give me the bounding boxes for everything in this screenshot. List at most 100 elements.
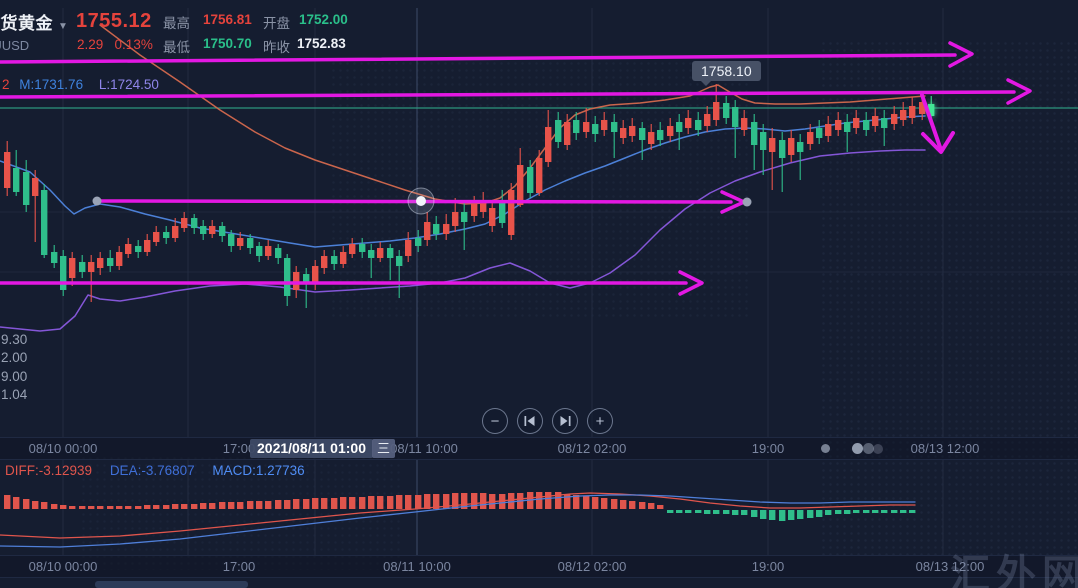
- macd-hist-bar: [769, 510, 776, 520]
- candle-body: [508, 190, 515, 235]
- macd-hist-bar: [863, 510, 870, 513]
- candle-body: [163, 232, 170, 238]
- time-axis-label: 17:00: [222, 559, 256, 574]
- chart-line: [921, 131, 955, 154]
- macd-hist-bar: [443, 494, 450, 509]
- candle-body: [527, 167, 534, 193]
- macd-hist-bar: [368, 496, 375, 509]
- macd-hist-bar: [377, 496, 384, 509]
- macd-hist-bar: [41, 502, 48, 509]
- macd-hist-bar: [237, 502, 244, 509]
- symbol-selector[interactable]: 现货黄金 ▼: [0, 9, 68, 34]
- skip-forward-icon: [560, 416, 571, 426]
- macd-hist-bar: [256, 501, 263, 509]
- macd-dea-value: DEA:-3.76807: [109, 463, 195, 478]
- candle-body: [639, 128, 646, 140]
- time-axis-macd[interactable]: 08/10 00:00 17:00 08/11 10:00 08/12 02:00 19…: [0, 555, 1078, 578]
- macd-hist-bar: [163, 505, 170, 509]
- scroll-indicator-dot[interactable]: [863, 443, 874, 454]
- candle-body: [51, 252, 58, 263]
- y-axis-fragment: 1.04: [1, 387, 28, 402]
- chart-line: [678, 270, 704, 296]
- chart-toolbar: − +: [482, 408, 613, 434]
- candle-body: [237, 238, 244, 246]
- scroll-indicator-dot[interactable]: [852, 443, 863, 454]
- macd-hist-bar: [713, 510, 720, 514]
- candle-body: [321, 256, 328, 268]
- boll-upper-fragment: 2: [2, 77, 10, 92]
- candle-body: [919, 102, 926, 114]
- macd-hist-bar: [508, 493, 515, 509]
- macd-hist-bar: [172, 504, 179, 509]
- macd-hist-bar: [573, 495, 580, 509]
- chart-line: [0, 494, 916, 548]
- candle-body: [881, 118, 888, 128]
- scroll-indicator-dot[interactable]: [821, 444, 830, 453]
- macd-hist-bar: [405, 495, 412, 509]
- macd-hist-bar: [433, 494, 440, 509]
- candle-body: [377, 248, 384, 258]
- macd-hist-bar: [359, 497, 366, 509]
- candle-body: [265, 246, 272, 256]
- candle-body: [41, 190, 48, 255]
- zoom-out-button[interactable]: −: [482, 408, 508, 434]
- y-axis-fragment: 9.00: [1, 369, 28, 384]
- candle-body: [816, 128, 823, 138]
- change-pct: 0.13%: [114, 37, 153, 52]
- candle-body: [368, 250, 375, 258]
- trend-arrow-line[interactable]: [0, 90, 1016, 99]
- macd-hist-bar: [807, 510, 814, 518]
- macd-hist-bar: [340, 497, 347, 509]
- candle-body: [909, 106, 916, 118]
- drawing-handle[interactable]: [416, 196, 426, 206]
- candle-body: [863, 120, 870, 130]
- candle-body: [284, 258, 291, 296]
- stat-low-label: 最低: [163, 40, 190, 55]
- candle-body: [695, 120, 702, 130]
- scroll-indicator-dot[interactable]: [873, 444, 883, 454]
- macd-hist-bar: [536, 492, 543, 509]
- macd-hist-bar: [303, 499, 310, 509]
- stat-prevclose-value: 1752.83: [297, 36, 346, 51]
- candle-body: [125, 244, 132, 254]
- macd-hist-bar: [209, 503, 216, 509]
- macd-hist-bar: [779, 510, 786, 521]
- candle-body: [359, 244, 366, 252]
- candle-body: [312, 266, 319, 284]
- step-forward-button[interactable]: [552, 408, 578, 434]
- macd-hist-bar: [620, 500, 627, 509]
- candle-body: [536, 158, 543, 193]
- trend-arrow-line[interactable]: [920, 93, 942, 149]
- zoom-in-button[interactable]: +: [587, 408, 613, 434]
- macd-hist-bar: [387, 496, 394, 509]
- chart-line: [948, 41, 974, 68]
- macd-hist-bar: [116, 506, 123, 509]
- candle-body: [32, 178, 39, 196]
- drawing-handle[interactable]: [92, 196, 102, 206]
- macd-diff-value: DIFF:-3.12939: [5, 463, 93, 478]
- candle-body: [741, 118, 748, 130]
- chart-line: [99, 24, 926, 205]
- stat-high-value: 1756.81: [203, 12, 252, 27]
- minus-icon: −: [490, 412, 500, 430]
- scrollbar-thumb[interactable]: [95, 581, 248, 588]
- candle-body: [433, 224, 440, 234]
- macd-hist-bar: [667, 510, 674, 513]
- candle-body: [545, 127, 552, 162]
- y-axis-fragment: 9.30: [1, 332, 28, 347]
- step-back-button[interactable]: [517, 408, 543, 434]
- macd-hist-bar: [69, 506, 76, 509]
- macd-hist-bar: [461, 493, 468, 509]
- macd-hist-bar: [695, 510, 702, 513]
- time-axis-main[interactable]: 08/10 00:00 17:00 08/11 10:00 08/12 02:00 19…: [0, 437, 1078, 460]
- trend-arrow-line[interactable]: [0, 53, 957, 64]
- macd-hist-bar: [629, 501, 636, 509]
- macd-hist-bar: [396, 495, 403, 509]
- macd-hist-bar: [601, 498, 608, 509]
- drawing-handle[interactable]: [742, 197, 752, 207]
- trend-arrow-line[interactable]: [95, 199, 733, 204]
- candle-body: [713, 102, 720, 120]
- macd-hist-bar: [153, 505, 160, 509]
- macd-hist-bar: [284, 500, 291, 509]
